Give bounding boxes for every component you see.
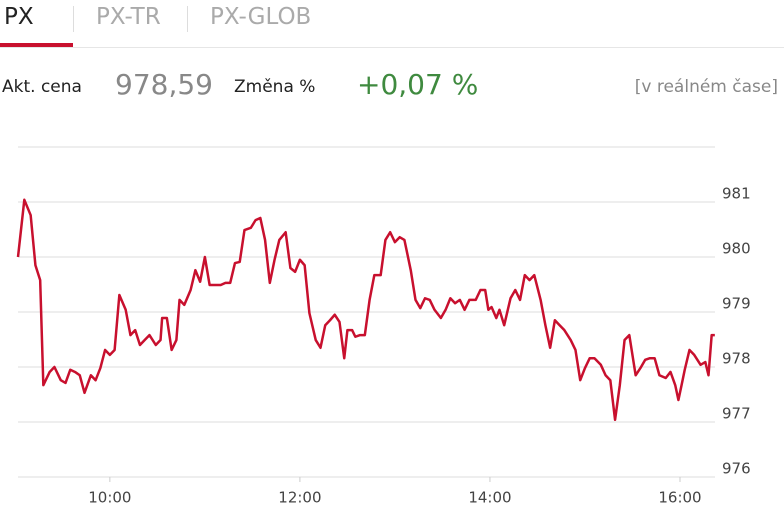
- tab-separator: [73, 6, 74, 32]
- price-line: [16, 198, 715, 422]
- y-tick-label: 981: [722, 185, 751, 203]
- x-tick-label: 12:00: [278, 489, 321, 507]
- y-tick-label: 977: [722, 405, 751, 423]
- tab[interactable]: PX: [4, 4, 34, 30]
- change: +0,07 %: [357, 68, 479, 101]
- tab[interactable]: PX-TR: [96, 4, 161, 30]
- y-tick-label: 978: [722, 350, 751, 368]
- x-tick-label: 10:00: [88, 489, 131, 507]
- x-tick-label: 16:00: [658, 489, 701, 507]
- tab-border: [0, 47, 784, 48]
- active-tab-underline: [0, 43, 73, 47]
- change-label: Změna %: [234, 77, 316, 97]
- price: 978,59: [115, 68, 213, 101]
- x-tick-label: 14:00: [468, 489, 511, 507]
- price-label: Akt. cena: [2, 77, 82, 97]
- y-tick-label: 976: [722, 460, 751, 478]
- tab-separator: [187, 6, 188, 32]
- y-tick-label: 979: [722, 295, 751, 313]
- tab[interactable]: PX-GLOB: [210, 4, 312, 30]
- realtime-note: [v reálném čase]: [634, 77, 778, 97]
- y-tick-label: 980: [722, 240, 751, 258]
